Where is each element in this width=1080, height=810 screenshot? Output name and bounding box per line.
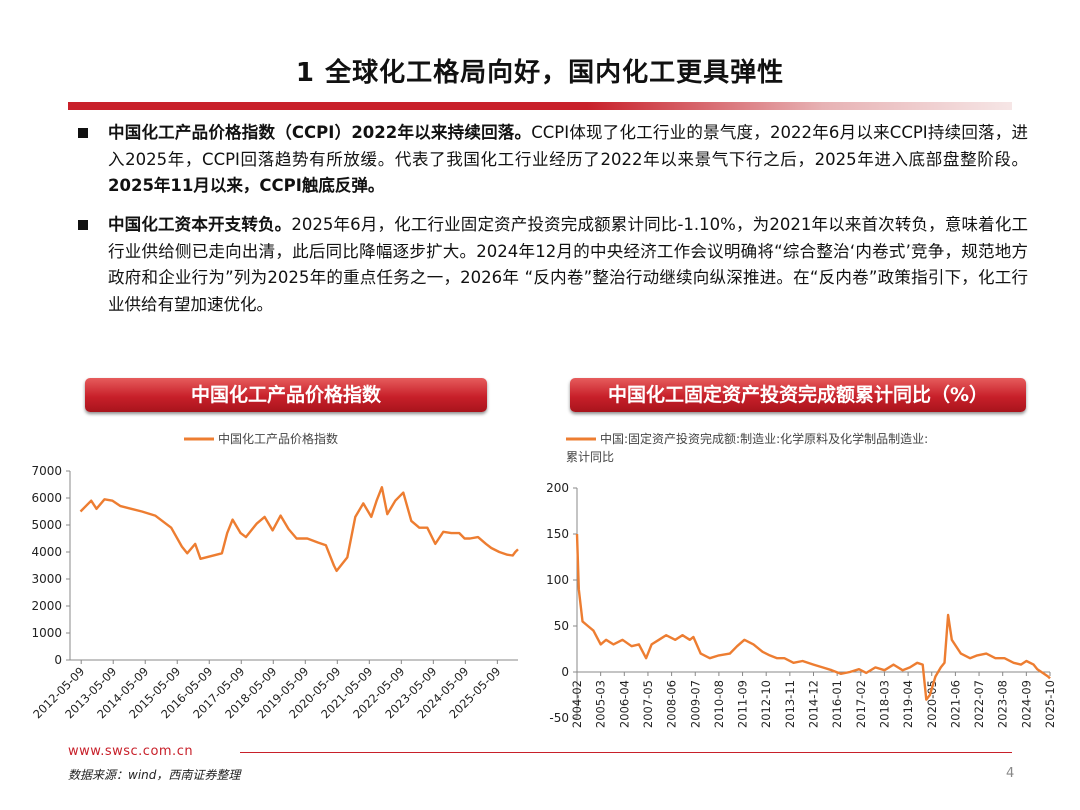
x-tick-label: 2019-04	[901, 680, 915, 728]
x-tick-label: 2018-03	[877, 680, 891, 728]
title-divider	[68, 102, 1012, 110]
footer-divider	[240, 752, 1012, 753]
y-tick-label: 150	[546, 527, 569, 541]
bullet-text: CCPI体现了化工行业的景气度，2022年6月以来CCPI持续回落，进入2025…	[108, 123, 1028, 169]
x-tick-label: 2025-10	[1043, 680, 1057, 728]
bullet-heading: 中国化工资本开支转负。	[108, 215, 292, 234]
y-tick-label: 3000	[31, 572, 62, 586]
series-line	[79, 485, 519, 573]
page-number: 4	[1006, 766, 1015, 781]
x-tick-label: 2023-08	[996, 680, 1010, 728]
bullet-square-icon	[78, 220, 88, 230]
x-tick-label: 2006-04	[617, 680, 631, 728]
x-tick-label: 2005-03	[594, 680, 608, 728]
chart-title-banner: 中国化工产品价格指数	[85, 378, 487, 412]
bullet-item: 中国化工产品价格指数（CCPI）2022年以来持续回落。CCPI体现了化工行业的…	[78, 120, 1028, 200]
x-tick-label: 2020-05	[925, 680, 939, 728]
x-tick-label: 2011-09	[736, 680, 750, 728]
bullet-text: 2025年6月，化工行业固定资产投资完成额累计同比-1.10%，为2021年以来…	[108, 215, 1028, 314]
x-tick-label: 2016-01	[830, 680, 844, 728]
series-line	[575, 533, 1051, 701]
capex-chart: 中国:固定资产投资完成额:制造业:化学原料及化学制品制造业:累计同比 -50 0 50…	[546, 431, 1057, 728]
bullet-item: 中国化工资本开支转负。2025年6月，化工行业固定资产投资完成额累计同比-1.1…	[78, 212, 1028, 318]
x-tick-label: 2012-10	[759, 680, 773, 728]
y-tick-label: 100	[546, 573, 569, 587]
x-tick-label: 2014-12	[807, 680, 821, 728]
y-tick-label: 1000	[31, 626, 62, 640]
y-tick-label: 0	[54, 653, 62, 667]
page-title: 1 全球化工格局向好，国内化工更具弹性	[295, 58, 785, 88]
y-tick-label: 2000	[31, 599, 62, 613]
legend-label: 中国:固定资产投资完成额:制造业:化学原料及化学制品制造业:累计同比	[566, 431, 928, 464]
data-source: 数据来源：wind，西南证券整理	[68, 768, 241, 782]
x-tick-label: 2022-07	[972, 680, 986, 728]
x-tick-label: 2007-05	[641, 680, 655, 728]
y-tick-label: 200	[546, 481, 569, 495]
x-tick-label: 2024-09	[1019, 680, 1033, 728]
x-tick-label: 2009-07	[688, 680, 702, 728]
x-tick-label: 2008-06	[665, 680, 679, 728]
x-tick-label: 2017-02	[854, 680, 868, 728]
x-tick-label: 2021-06	[948, 680, 962, 728]
website-url[interactable]: www.swsc.com.cn	[68, 744, 194, 759]
bullet-square-icon	[78, 128, 88, 138]
y-tick-label: -50	[549, 711, 569, 725]
y-tick-label: 4000	[31, 545, 62, 559]
legend-label: 中国化工产品价格指数	[218, 431, 338, 446]
bullet-conclusion: 2025年11月以来，CCPI触底反弹。	[108, 176, 385, 195]
y-tick-label: 5000	[31, 518, 62, 532]
y-tick-label: 7000	[31, 464, 62, 478]
y-tick-label: 50	[554, 619, 569, 633]
y-tick-label: 6000	[31, 491, 62, 505]
x-tick-label: 2013-11	[783, 680, 797, 728]
bullet-paragraph: 中国化工资本开支转负。2025年6月，化工行业固定资产投资完成额累计同比-1.1…	[108, 212, 1028, 318]
chart-title-banner: 中国化工固定资产投资完成额累计同比（%）	[570, 378, 1026, 412]
x-tick-label: 2010-08	[712, 680, 726, 728]
ccpi-chart: 中国化工产品价格指数010002000300040005000600070002…	[30, 431, 519, 721]
bullet-heading: 中国化工产品价格指数（CCPI）2022年以来持续回落。	[108, 123, 532, 142]
y-tick-label: 0	[561, 665, 569, 679]
bullet-paragraph: 中国化工产品价格指数（CCPI）2022年以来持续回落。CCPI体现了化工行业的…	[108, 120, 1028, 200]
x-tick-label: 2004-02	[570, 680, 584, 728]
